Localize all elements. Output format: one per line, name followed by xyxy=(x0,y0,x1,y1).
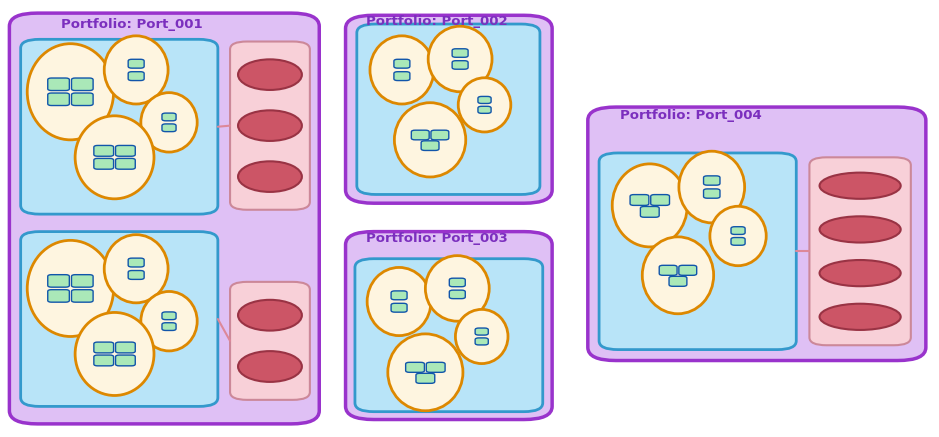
FancyBboxPatch shape xyxy=(394,72,409,80)
FancyBboxPatch shape xyxy=(71,275,93,287)
Ellipse shape xyxy=(75,116,154,199)
Ellipse shape xyxy=(612,164,687,247)
Ellipse shape xyxy=(428,26,492,92)
FancyBboxPatch shape xyxy=(128,72,145,80)
Ellipse shape xyxy=(679,151,745,223)
FancyBboxPatch shape xyxy=(475,328,488,335)
FancyBboxPatch shape xyxy=(659,265,677,275)
FancyBboxPatch shape xyxy=(703,176,720,185)
Ellipse shape xyxy=(370,36,434,104)
FancyBboxPatch shape xyxy=(21,232,218,406)
FancyBboxPatch shape xyxy=(115,342,135,353)
Ellipse shape xyxy=(104,36,168,104)
FancyBboxPatch shape xyxy=(71,93,93,105)
Ellipse shape xyxy=(141,291,197,351)
FancyBboxPatch shape xyxy=(115,355,135,366)
FancyBboxPatch shape xyxy=(162,312,177,319)
Ellipse shape xyxy=(820,173,901,199)
FancyBboxPatch shape xyxy=(703,189,720,198)
FancyBboxPatch shape xyxy=(9,13,319,424)
FancyBboxPatch shape xyxy=(128,59,145,68)
FancyBboxPatch shape xyxy=(162,113,177,121)
Text: Portfolio: Port_002: Portfolio: Port_002 xyxy=(366,15,508,28)
FancyBboxPatch shape xyxy=(406,362,424,372)
FancyBboxPatch shape xyxy=(162,124,177,132)
FancyBboxPatch shape xyxy=(599,153,796,350)
Ellipse shape xyxy=(425,256,489,321)
FancyBboxPatch shape xyxy=(71,78,93,90)
FancyBboxPatch shape xyxy=(588,107,926,361)
FancyBboxPatch shape xyxy=(94,146,114,156)
Ellipse shape xyxy=(239,110,302,141)
FancyBboxPatch shape xyxy=(115,146,135,156)
Ellipse shape xyxy=(239,300,302,331)
FancyBboxPatch shape xyxy=(426,362,445,372)
FancyBboxPatch shape xyxy=(346,15,552,203)
Text: Portfolio: Port_004: Portfolio: Port_004 xyxy=(620,109,762,122)
FancyBboxPatch shape xyxy=(128,258,145,267)
FancyBboxPatch shape xyxy=(416,373,435,383)
FancyBboxPatch shape xyxy=(453,61,469,69)
Ellipse shape xyxy=(642,237,714,314)
Ellipse shape xyxy=(820,304,901,330)
FancyBboxPatch shape xyxy=(48,93,69,105)
FancyBboxPatch shape xyxy=(394,59,409,68)
FancyBboxPatch shape xyxy=(475,338,488,345)
Ellipse shape xyxy=(710,206,766,266)
FancyBboxPatch shape xyxy=(431,130,449,140)
Ellipse shape xyxy=(820,260,901,286)
Ellipse shape xyxy=(367,267,431,336)
FancyBboxPatch shape xyxy=(422,141,439,150)
FancyBboxPatch shape xyxy=(48,78,69,90)
FancyBboxPatch shape xyxy=(651,194,670,205)
FancyBboxPatch shape xyxy=(230,282,310,400)
Ellipse shape xyxy=(27,240,114,336)
FancyBboxPatch shape xyxy=(48,290,69,302)
Ellipse shape xyxy=(458,78,511,132)
FancyBboxPatch shape xyxy=(162,323,177,330)
Ellipse shape xyxy=(239,161,302,192)
FancyBboxPatch shape xyxy=(48,275,69,287)
FancyBboxPatch shape xyxy=(450,290,466,298)
FancyBboxPatch shape xyxy=(21,39,218,214)
Text: Portfolio: Port_001: Portfolio: Port_001 xyxy=(61,17,203,31)
Text: Portfolio: Port_003: Portfolio: Port_003 xyxy=(366,232,508,245)
Ellipse shape xyxy=(820,216,901,243)
FancyBboxPatch shape xyxy=(478,97,491,104)
FancyBboxPatch shape xyxy=(809,157,911,345)
FancyBboxPatch shape xyxy=(670,276,687,286)
FancyBboxPatch shape xyxy=(128,271,145,279)
FancyBboxPatch shape xyxy=(357,24,540,194)
FancyBboxPatch shape xyxy=(679,265,697,275)
FancyBboxPatch shape xyxy=(392,291,408,300)
Ellipse shape xyxy=(75,312,154,395)
FancyBboxPatch shape xyxy=(94,158,114,169)
FancyBboxPatch shape xyxy=(731,227,746,234)
FancyBboxPatch shape xyxy=(71,290,93,302)
FancyBboxPatch shape xyxy=(230,42,310,210)
FancyBboxPatch shape xyxy=(355,259,543,412)
Ellipse shape xyxy=(388,334,463,411)
FancyBboxPatch shape xyxy=(478,106,491,113)
FancyBboxPatch shape xyxy=(453,49,469,57)
Ellipse shape xyxy=(394,103,466,177)
Ellipse shape xyxy=(455,309,508,364)
Ellipse shape xyxy=(239,351,302,382)
Ellipse shape xyxy=(27,44,114,140)
FancyBboxPatch shape xyxy=(630,194,649,205)
FancyBboxPatch shape xyxy=(640,206,659,217)
FancyBboxPatch shape xyxy=(450,278,466,287)
Ellipse shape xyxy=(104,235,168,303)
FancyBboxPatch shape xyxy=(411,130,429,140)
FancyBboxPatch shape xyxy=(115,158,135,169)
FancyBboxPatch shape xyxy=(94,342,114,353)
Ellipse shape xyxy=(239,59,302,90)
FancyBboxPatch shape xyxy=(346,232,552,420)
FancyBboxPatch shape xyxy=(94,355,114,366)
FancyBboxPatch shape xyxy=(392,303,408,312)
Ellipse shape xyxy=(141,93,197,152)
FancyBboxPatch shape xyxy=(731,238,746,245)
